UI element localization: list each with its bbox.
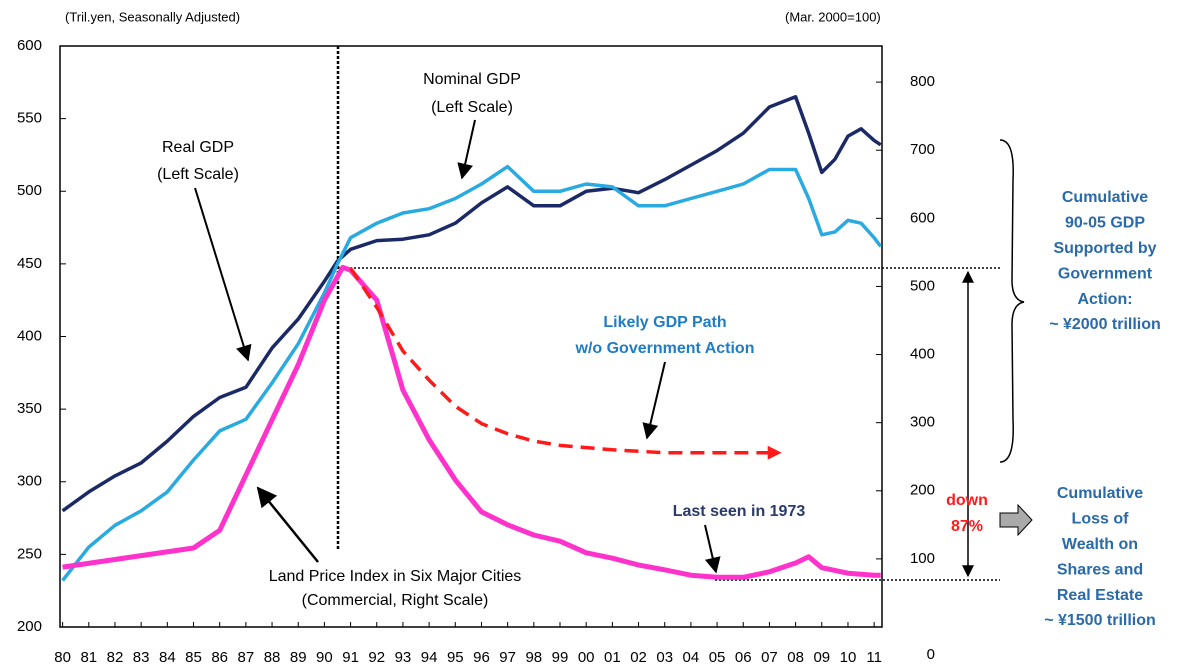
x-tick-label: 98 bbox=[525, 649, 542, 666]
x-tick-label: 81 bbox=[80, 649, 97, 666]
y2-tick-label: 400 bbox=[910, 346, 935, 363]
x-tick-label: 95 bbox=[447, 649, 464, 666]
x-tick-label: 09 bbox=[813, 649, 830, 666]
y-tick-label: 400 bbox=[17, 327, 42, 344]
x-tick-label: 06 bbox=[735, 649, 752, 666]
x-tick-label: 80 bbox=[54, 649, 71, 666]
x-tick-label: 11 bbox=[866, 649, 882, 666]
x-tick-label: 90 bbox=[316, 649, 333, 666]
x-tick-label: 00 bbox=[578, 649, 595, 666]
x-tick-label: 10 bbox=[840, 649, 857, 666]
annotation: ~ ¥1500 trillion bbox=[1044, 612, 1156, 629]
series-line bbox=[61, 164, 883, 582]
x-tick-label: 05 bbox=[709, 649, 726, 666]
annotation: Last seen in 1973 bbox=[673, 503, 806, 520]
annotation-shapes bbox=[194, 46, 1033, 581]
x-tick-label: 89 bbox=[290, 649, 307, 666]
x-tick-label: 86 bbox=[211, 649, 228, 666]
x-tick-label: 82 bbox=[107, 649, 124, 666]
y-tick-label: 500 bbox=[17, 182, 42, 199]
x-tick-label: 02 bbox=[630, 649, 647, 666]
annotation: Likely GDP Path bbox=[603, 314, 726, 331]
annotation: (Left Scale) bbox=[157, 166, 239, 183]
annotation: Land Price Index in Six Major Cities bbox=[269, 568, 522, 585]
x-tick-label: 94 bbox=[421, 649, 438, 666]
annotation: w/o Government Action bbox=[575, 340, 755, 357]
y-tick-label: 600 bbox=[17, 37, 42, 54]
annotation: ~ ¥2000 trillion bbox=[1049, 316, 1161, 333]
y-tick-label: 450 bbox=[17, 255, 42, 272]
series-line bbox=[61, 95, 882, 513]
y2-tick-label: 0 bbox=[927, 646, 935, 663]
annotation: Real Estate bbox=[1057, 587, 1143, 604]
x-tick-label: 93 bbox=[395, 649, 412, 666]
y-tick-label: 550 bbox=[17, 110, 42, 127]
annotation: Wealth on bbox=[1062, 536, 1138, 553]
annotation: (Left Scale) bbox=[431, 99, 513, 116]
y2-tick-label: 500 bbox=[910, 277, 935, 294]
y-tick-label: 350 bbox=[17, 400, 42, 417]
annotation: Action: bbox=[1077, 291, 1132, 308]
x-tick-label: 97 bbox=[499, 649, 516, 666]
annotation: Shares and bbox=[1057, 561, 1143, 578]
annotation: (Commercial, Right Scale) bbox=[302, 592, 489, 609]
x-tick-label: 08 bbox=[787, 649, 804, 666]
y-tick-label: 250 bbox=[17, 545, 42, 562]
annotation: Cumulative bbox=[1057, 485, 1143, 502]
annotation: Nominal GDP bbox=[423, 71, 521, 88]
x-tick-label: 85 bbox=[185, 649, 202, 666]
series-line bbox=[62, 264, 881, 580]
x-tick-label: 84 bbox=[159, 649, 176, 666]
annotation: Cumulative bbox=[1062, 189, 1148, 206]
x-tick-label: 99 bbox=[552, 649, 569, 666]
y-tick-label: 200 bbox=[17, 618, 42, 635]
x-tick-label: 04 bbox=[683, 649, 700, 666]
annotation: Supported by bbox=[1053, 240, 1156, 257]
x-tick-label: 96 bbox=[473, 649, 490, 666]
x-tick-label: 07 bbox=[761, 649, 778, 666]
y2-tick-label: 600 bbox=[910, 209, 935, 226]
x-tick-label: 92 bbox=[368, 649, 385, 666]
x-tick-label: 87 bbox=[238, 649, 255, 666]
left-unit: (Tril.yen, Seasonally Adjusted) bbox=[65, 9, 240, 24]
annotation: 87% bbox=[951, 518, 983, 535]
y2-tick-label: 800 bbox=[910, 73, 935, 90]
plot-frame bbox=[59, 45, 883, 628]
x-tick-label: 88 bbox=[264, 649, 281, 666]
annotation: 90-05 GDP bbox=[1065, 215, 1145, 232]
x-tick-label: 91 bbox=[342, 649, 359, 666]
y2-tick-label: 200 bbox=[910, 482, 935, 499]
y2-tick-label: 300 bbox=[910, 414, 935, 431]
x-tick-label: 01 bbox=[604, 649, 621, 666]
annotation: down bbox=[946, 492, 988, 509]
right-unit: (Mar. 2000=100) bbox=[785, 9, 881, 24]
y2-tick-label: 700 bbox=[910, 141, 935, 158]
annotation: Real GDP bbox=[162, 139, 234, 156]
y2-tick-label: 100 bbox=[910, 550, 935, 567]
x-tick-label: 03 bbox=[656, 649, 673, 666]
y-tick-label: 300 bbox=[17, 473, 42, 490]
annotation: Government bbox=[1058, 265, 1153, 282]
series-line bbox=[349, 267, 782, 460]
annotation: Loss of bbox=[1072, 511, 1130, 528]
x-tick-label: 83 bbox=[133, 649, 150, 666]
